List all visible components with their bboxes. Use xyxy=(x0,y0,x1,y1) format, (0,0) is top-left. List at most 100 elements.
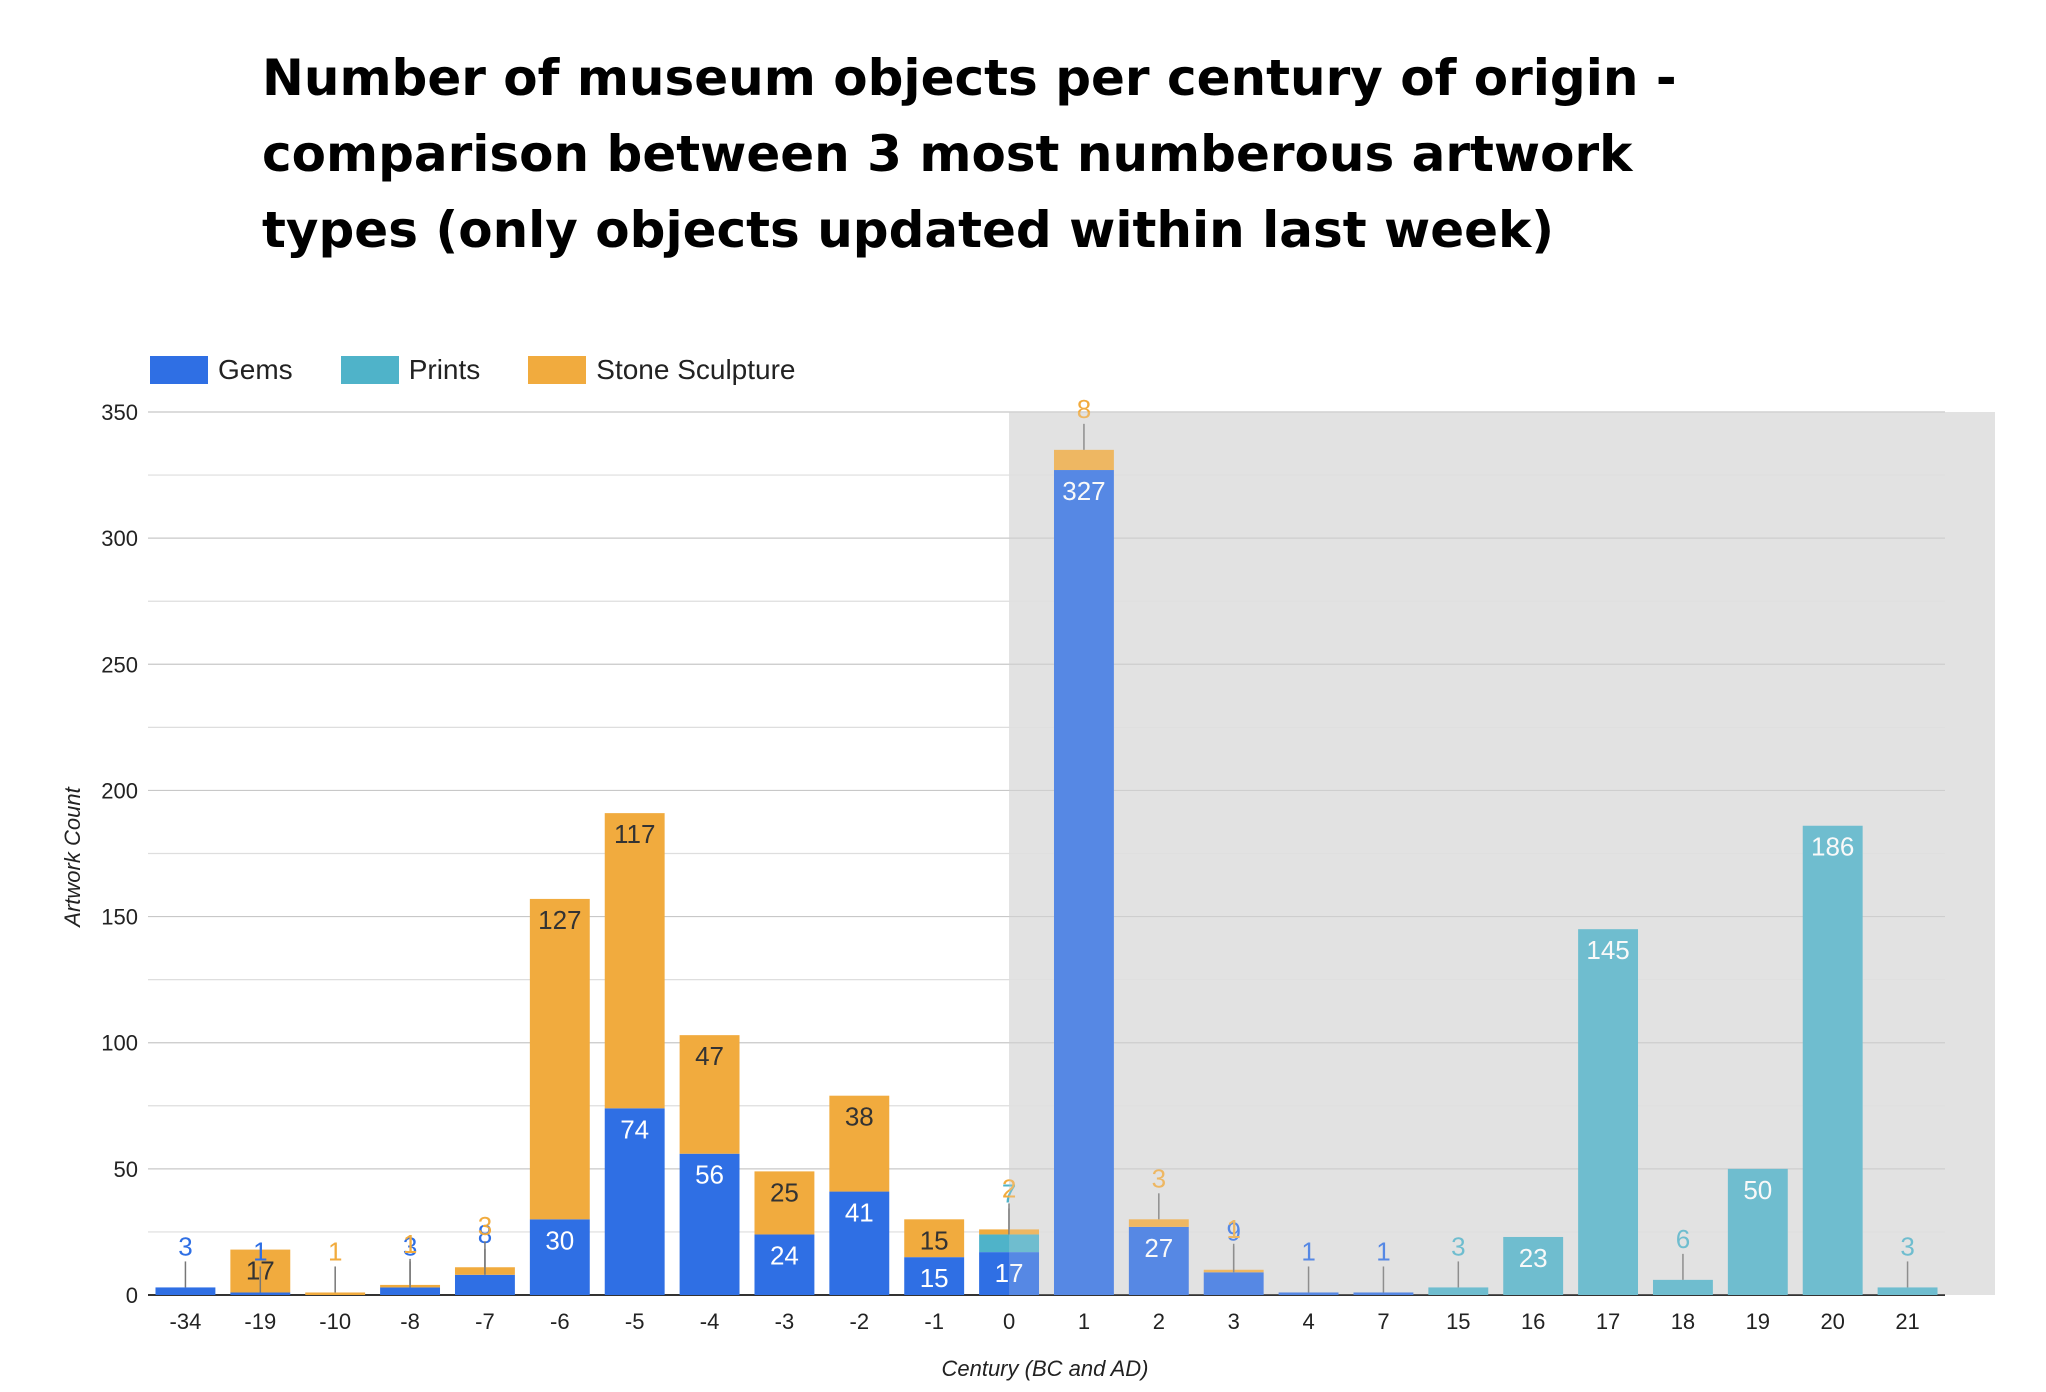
x-tick-label: 0 xyxy=(1003,1309,1015,1334)
bar-stone-sculpture xyxy=(754,1171,815,1235)
data-label: 41 xyxy=(845,1198,874,1228)
x-axis-title: Century (BC and AD) xyxy=(941,1356,1148,1381)
legend-item-gems[interactable]: Gems xyxy=(150,354,293,386)
legend-label-gems: Gems xyxy=(218,354,293,385)
x-tick-label: 7 xyxy=(1377,1309,1389,1334)
x-tick-label: 15 xyxy=(1446,1309,1470,1334)
data-label: 127 xyxy=(538,905,581,935)
bar-stone-sculpture xyxy=(904,1219,965,1258)
bar-prints xyxy=(1727,1168,1788,1295)
data-label: 17 xyxy=(995,1258,1024,1288)
data-label: 25 xyxy=(770,1177,799,1207)
legend-item-stone-sculpture[interactable]: Stone Sculpture xyxy=(528,354,796,386)
data-label: 6 xyxy=(1676,1224,1690,1254)
x-tick-labels: -34 -19 -10 -8 -7 -6 -5 -4 -3 -2 -1 0 1 2 3 4 7 15 16 17 18 1… xyxy=(170,1309,1920,1334)
data-label: 47 xyxy=(695,1041,724,1071)
data-label: 1 xyxy=(328,1236,342,1266)
data-label: 145 xyxy=(1586,935,1629,965)
bar-gems xyxy=(829,1191,890,1295)
data-label: 1 xyxy=(1376,1236,1390,1266)
x-tick-label: -7 xyxy=(475,1309,495,1334)
x-tick-label: -5 xyxy=(625,1309,645,1334)
legend-item-prints[interactable]: Prints xyxy=(340,354,480,386)
highlight-overlay-tint xyxy=(1009,412,1995,1295)
y-tick-label: 0 xyxy=(126,1283,138,1308)
x-tick-label: -4 xyxy=(700,1309,720,1334)
x-tick-label: 20 xyxy=(1820,1309,1844,1334)
legend-swatch-stone-sculpture xyxy=(528,356,587,384)
data-label: 50 xyxy=(1743,1175,1772,1205)
data-label: 9 xyxy=(1226,1216,1240,1246)
legend-swatch-gems xyxy=(150,356,208,384)
data-label: 38 xyxy=(845,1102,874,1132)
y-tick-labels: 0 50 100 150 200 250 300 350 xyxy=(101,400,138,1308)
x-tick-label: 3 xyxy=(1228,1309,1240,1334)
y-tick-label: 150 xyxy=(101,905,138,930)
data-label: 2 xyxy=(1002,1173,1016,1203)
x-tick-label: -6 xyxy=(550,1309,570,1334)
bar-gems xyxy=(904,1257,965,1295)
bar-gems xyxy=(1203,1272,1264,1295)
y-axis-title: Artwork Count xyxy=(60,786,85,928)
x-tick-label: 18 xyxy=(1671,1309,1695,1334)
y-tick-label: 350 xyxy=(101,400,138,425)
x-tick-label: -3 xyxy=(775,1309,795,1334)
bar-gems xyxy=(380,1287,441,1295)
data-label: 7 xyxy=(1002,1178,1016,1208)
data-label: 1 xyxy=(253,1236,267,1266)
data-label: 3 xyxy=(478,1211,492,1241)
bar-gems xyxy=(1278,1292,1339,1295)
bar-prints xyxy=(1652,1279,1713,1295)
data-label: 3 xyxy=(403,1231,417,1261)
bars xyxy=(155,449,1938,1295)
bar-gems xyxy=(754,1234,815,1295)
data-label: 3 xyxy=(178,1231,192,1261)
bar-prints xyxy=(1428,1287,1489,1295)
chart-title: Number of museum objects per century of … xyxy=(262,49,1677,259)
data-label: 117 xyxy=(614,819,655,849)
data-label: 3 xyxy=(1451,1231,1465,1261)
bar-prints xyxy=(1877,1287,1938,1295)
data-label: 24 xyxy=(770,1240,799,1270)
data-label: 186 xyxy=(1811,832,1854,862)
bar-gems xyxy=(1128,1226,1189,1295)
gridlines xyxy=(148,411,1945,1296)
x-tick-label: 16 xyxy=(1521,1309,1545,1334)
x-tick-label: 4 xyxy=(1302,1309,1314,1334)
y-tick-label: 200 xyxy=(101,778,138,803)
bar-stone-sculpture xyxy=(529,898,590,1220)
data-label: 17 xyxy=(246,1256,275,1286)
bar-gems xyxy=(230,1292,291,1295)
x-tick-label: 2 xyxy=(1153,1309,1165,1334)
x-tick-label: 1 xyxy=(1078,1309,1090,1334)
bar-prints xyxy=(1503,1236,1564,1295)
legend-swatch-prints xyxy=(340,356,399,384)
data-label: 15 xyxy=(920,1263,949,1293)
data-label: 327 xyxy=(1062,476,1105,506)
x-tick-label: -10 xyxy=(319,1309,351,1334)
bar-gems xyxy=(979,1252,1040,1295)
data-label: 74 xyxy=(620,1114,649,1144)
bar-prints xyxy=(979,1234,1040,1253)
y-tick-label: 250 xyxy=(101,652,138,677)
data-label: 1 xyxy=(1301,1236,1315,1266)
x-tick-label: -1 xyxy=(924,1309,944,1334)
x-tick-label: -2 xyxy=(850,1309,870,1334)
data-label: 27 xyxy=(1144,1233,1173,1263)
x-tick-label: 19 xyxy=(1746,1309,1770,1334)
legend-label-stone-sculpture: Stone Sculpture xyxy=(596,354,796,385)
data-label: 3 xyxy=(1900,1231,1914,1261)
bar-gems xyxy=(529,1219,590,1295)
bar-gems xyxy=(1053,470,1114,1295)
x-tick-label: -34 xyxy=(170,1309,202,1334)
data-label: 8 xyxy=(1077,394,1091,424)
data-label: 56 xyxy=(695,1160,724,1190)
bar-gems xyxy=(454,1274,515,1295)
x-tick-label: -19 xyxy=(244,1309,276,1334)
x-tick-label: 17 xyxy=(1596,1309,1620,1334)
bar-prints xyxy=(1578,929,1639,1295)
bar-gems xyxy=(155,1287,216,1295)
data-label: 1 xyxy=(403,1229,417,1259)
